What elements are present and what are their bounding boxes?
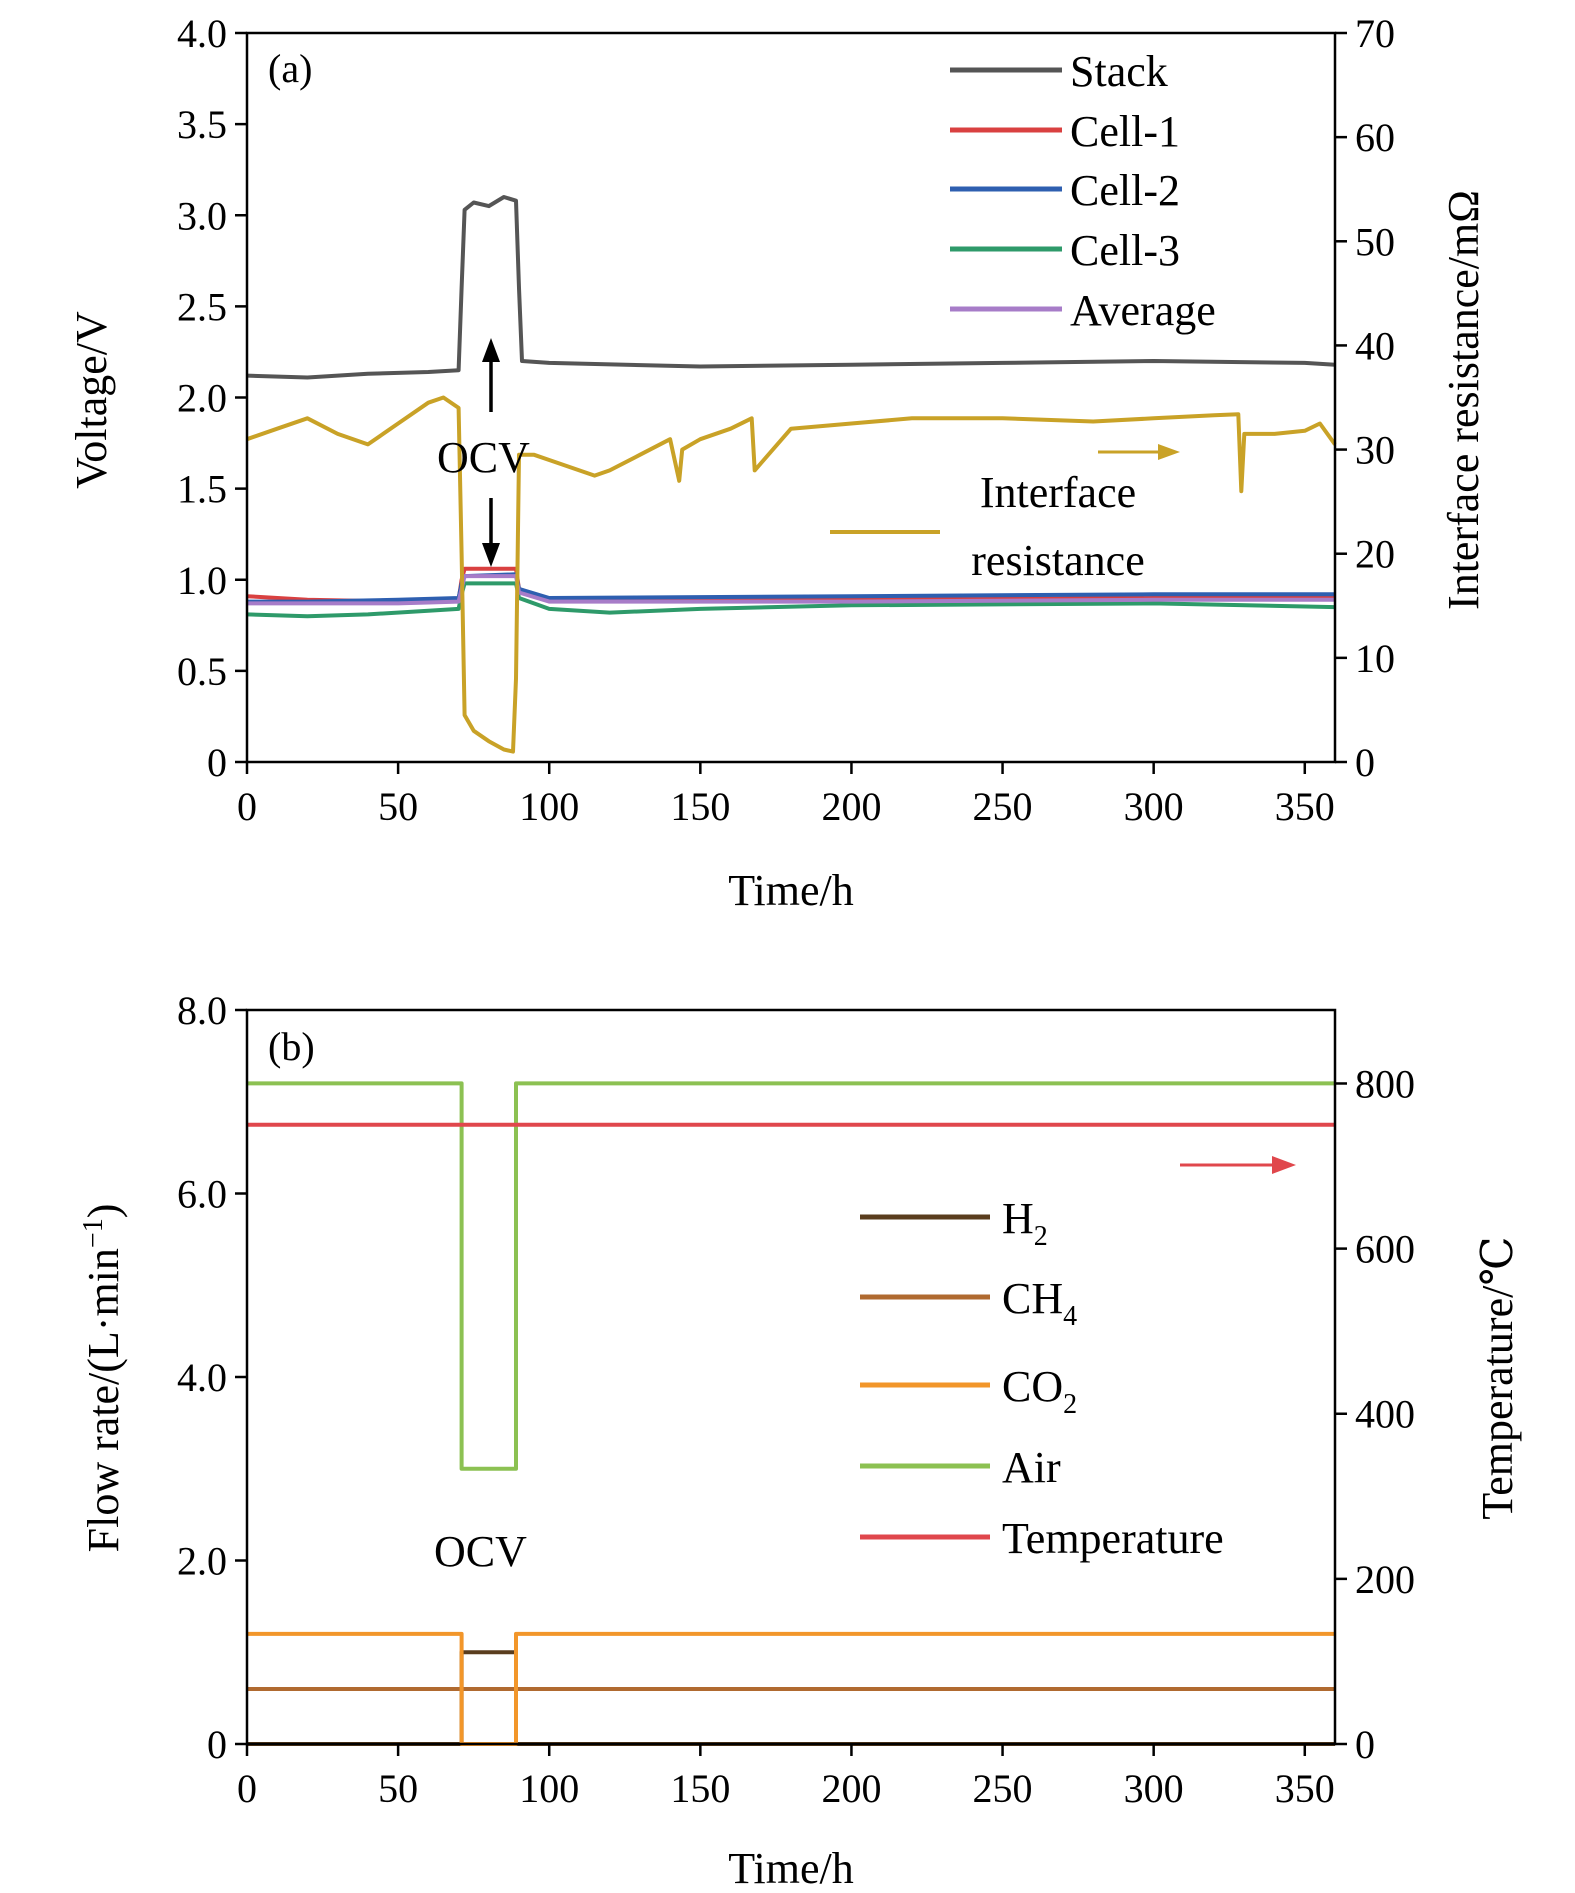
y2-tick-label: 70 [1355, 11, 1395, 56]
panel-a-ocv-annotation: OCV [437, 433, 530, 482]
x-tick-label: 50 [378, 784, 418, 829]
panel-b-series-group [247, 1081, 1335, 1746]
y-tick-label: 2.0 [177, 1539, 227, 1584]
series-line-a-stack [246, 195, 1336, 380]
x-tick-label: 200 [821, 784, 881, 829]
y2-tick-label: 40 [1355, 323, 1395, 368]
y2-tick-label: 400 [1355, 1392, 1415, 1437]
legend-label-cell-2: Cell-2 [1070, 166, 1180, 215]
y-tick-label: 2.5 [177, 284, 227, 329]
y2-tick-label: 800 [1355, 1061, 1415, 1106]
y-tick-label: 1.5 [177, 467, 227, 512]
legend-label-co2: CO2 [1002, 1362, 1077, 1420]
interface-annotation-line2: resistance [971, 536, 1144, 585]
legend-label-temperature: Temperature [1002, 1514, 1224, 1563]
x-tick-label: 350 [1275, 1766, 1335, 1811]
x-tick-label: 200 [821, 1766, 881, 1811]
panel-b-x-axis-title: Time/h [728, 1844, 854, 1893]
x-tick-label: 0 [237, 784, 257, 829]
ocv-down-arrow [482, 498, 500, 567]
y2-tick-label: 20 [1355, 532, 1395, 577]
y-tick-label: 4.0 [177, 1355, 227, 1400]
series-line-b-h2 [247, 1650, 1335, 1746]
legend-label-cell-1: Cell-1 [1070, 107, 1180, 156]
panel-b-label: (b) [268, 1024, 315, 1069]
panel-a-legend: Stack Cell-1 Cell-2 Cell-3 Average [950, 47, 1216, 335]
y-tick-label: 2.0 [177, 376, 227, 421]
y-tick-label: 4.0 [177, 11, 227, 56]
chart-panel-b: 0 50 100 150 200 250 300 350 0 2.0 4.0 6.0 8.0 0 200 40… [78, 988, 1522, 1893]
x-tick-label: 300 [1124, 784, 1184, 829]
x-tick-label: 100 [519, 784, 579, 829]
panel-b-legend: H2 CH4 CO2 Air Temperature [860, 1194, 1224, 1563]
y-tick-label: 6.0 [177, 1172, 227, 1217]
ocv-up-arrow [482, 338, 500, 412]
y-tick-label: 8.0 [177, 988, 227, 1033]
legend-label-stack: Stack [1070, 47, 1168, 96]
panel-b-ocv-annotation: OCV [434, 1527, 527, 1576]
panel-a-series-group [246, 195, 1337, 754]
legend-label-h2: H2 [1002, 1194, 1048, 1252]
legend-label-cell-3: Cell-3 [1070, 226, 1180, 275]
legend-label-average: Average [1070, 286, 1216, 335]
panel-a-x-axis-title: Time/h [728, 866, 854, 915]
legend-label-ch4: CH4 [1002, 1274, 1077, 1332]
panel-a-label: (a) [268, 46, 312, 91]
right-axis-arrow-a [1098, 444, 1180, 460]
x-tick-label: 250 [973, 784, 1033, 829]
y2-tick-label: 30 [1355, 428, 1395, 473]
y-tick-label: 0 [207, 740, 227, 785]
x-tick-label: 0 [237, 1766, 257, 1811]
x-tick-label: 150 [670, 784, 730, 829]
legend-label-air: Air [1002, 1443, 1061, 1492]
series-line-a-interface-resistance [246, 395, 1337, 754]
panel-b-ticks: 0 50 100 150 200 250 300 350 0 2.0 4.0 6.0 8.0 0 200 40… [177, 988, 1415, 1811]
x-tick-label: 300 [1124, 1766, 1184, 1811]
x-tick-label: 100 [519, 1766, 579, 1811]
y2-tick-label: 600 [1355, 1227, 1415, 1272]
y-tick-label: 3.5 [177, 102, 227, 147]
interface-annotation-line1: Interface [980, 468, 1136, 517]
chart-panel-a: 0 50 100 150 200 250 300 35000.51.01.52.02.53.0… [67, 11, 1488, 915]
y2-tick-label: 10 [1355, 636, 1395, 681]
panel-a-y2-axis-title: Interface resistance/mΩ [1439, 190, 1488, 610]
panel-a-y-axis-title: Voltage/V [67, 311, 116, 489]
panel-a-ticks: 0 50 100 150 200 250 300 35000.51.01.52.02.53.0… [177, 11, 1395, 829]
y-tick-label: 0.5 [177, 649, 227, 694]
panel-b-y-axis-title: Flow rate/(L·min−1) [78, 1204, 128, 1553]
x-tick-label: 50 [378, 1766, 418, 1811]
y2-tick-label: 60 [1355, 115, 1395, 160]
y-tick-label: 0 [207, 1722, 227, 1767]
y-tick-label: 1.0 [177, 558, 227, 603]
y2-tick-label: 50 [1355, 219, 1395, 264]
x-tick-label: 350 [1275, 784, 1335, 829]
panel-b-y2-axis-title: Temperature/℃ [1473, 1236, 1522, 1519]
x-tick-label: 150 [670, 1766, 730, 1811]
x-tick-label: 250 [973, 1766, 1033, 1811]
right-axis-arrow-b [1180, 1156, 1296, 1174]
y-tick-label: 3.0 [177, 193, 227, 238]
y2-tick-label: 0 [1355, 740, 1375, 785]
series-line-b-air [247, 1081, 1335, 1471]
y2-tick-label: 200 [1355, 1557, 1415, 1602]
y2-tick-label: 0 [1355, 1722, 1375, 1767]
